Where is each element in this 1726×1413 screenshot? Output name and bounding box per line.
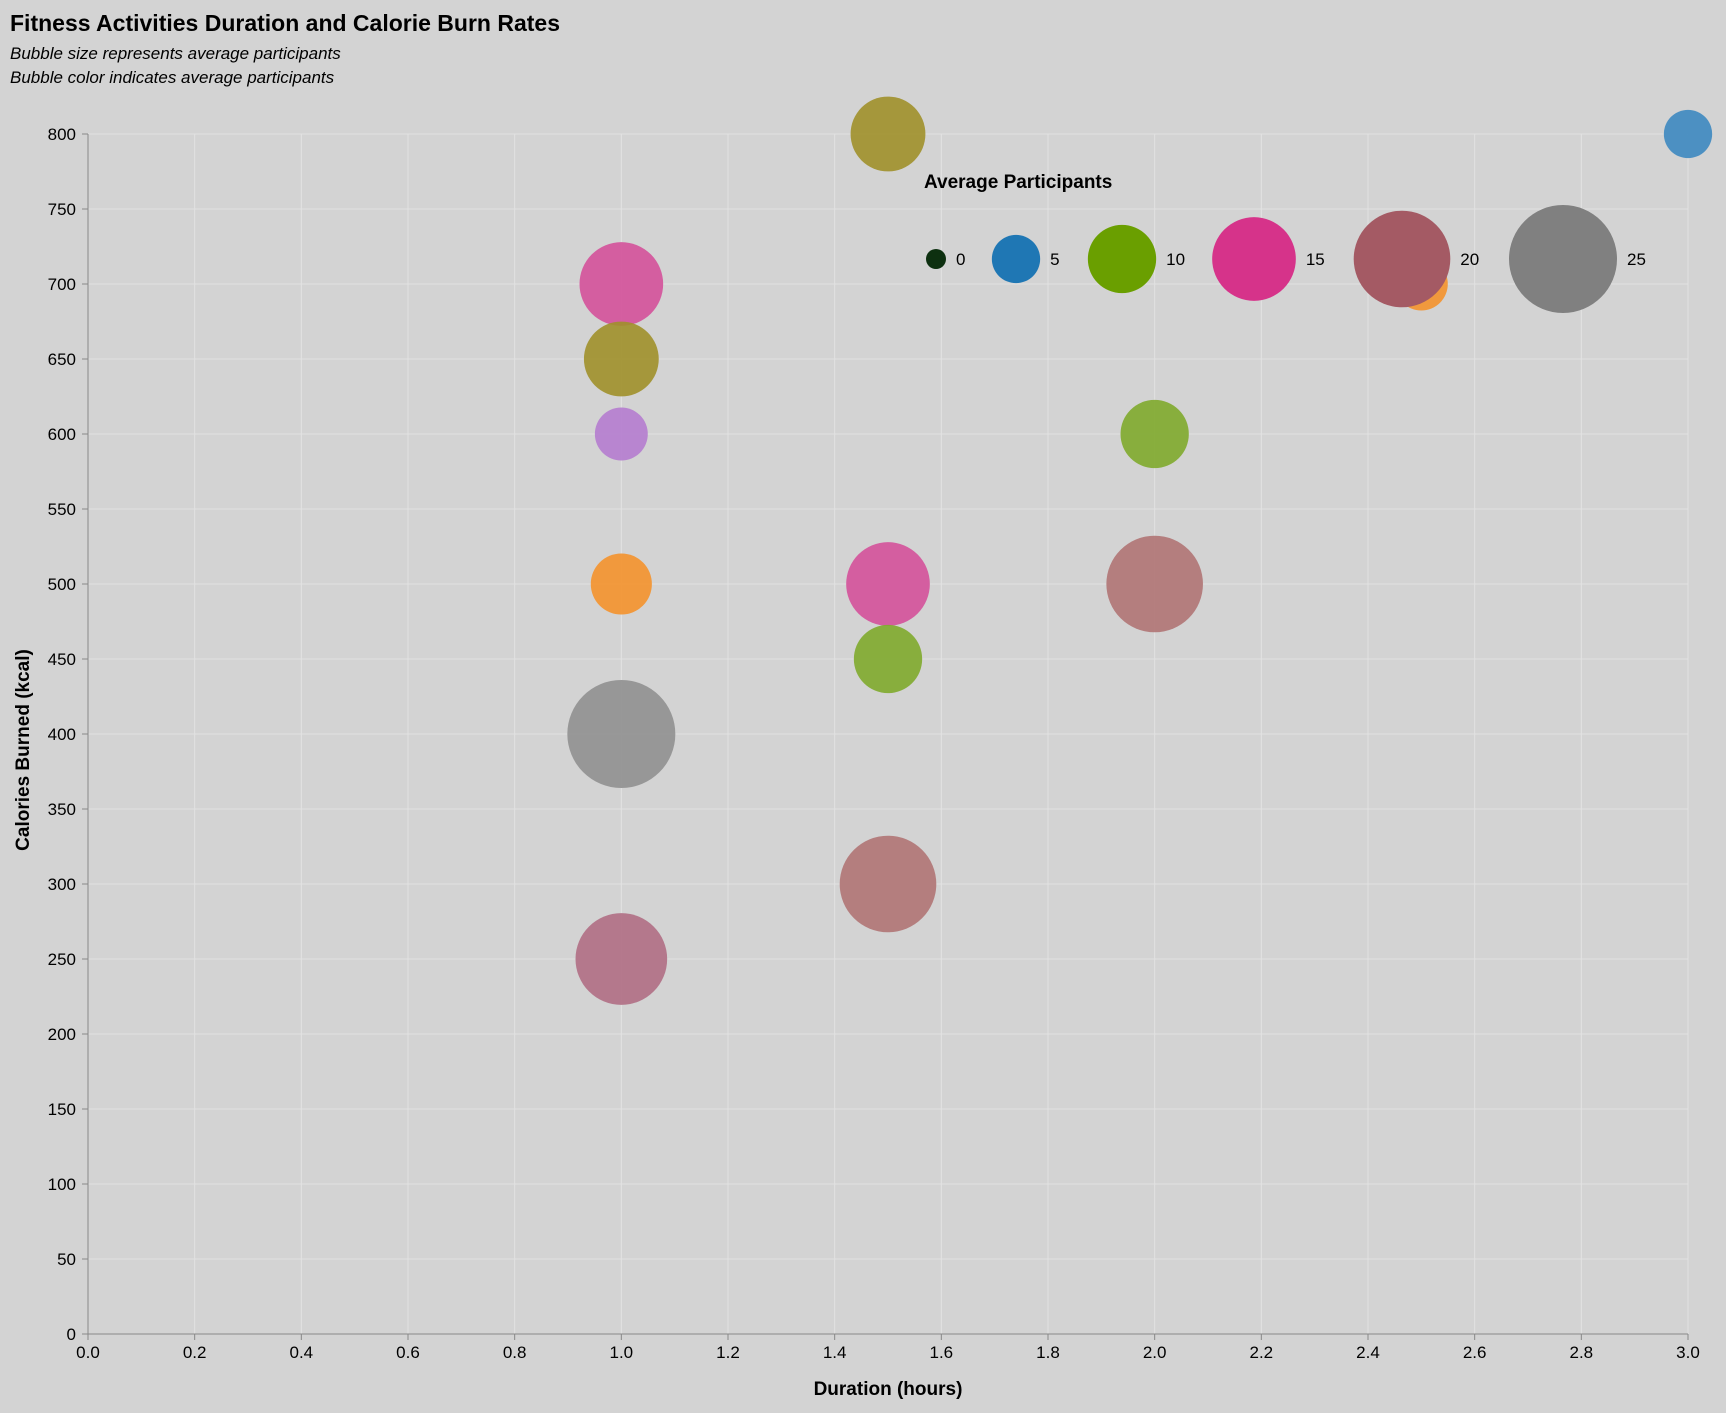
- chart-subtitle-size: Bubble size represents average participa…: [10, 44, 341, 63]
- chart-title: Fitness Activities Duration and Calorie …: [10, 10, 560, 36]
- axes: 0.0 0.2 0.4 0.6 0.8 1.0 1.2 1.4 1.6 1.8 2.0 2.2 2.4 2…: [48, 125, 1700, 1362]
- y-tick-label: 50: [57, 1250, 76, 1269]
- legend-symbol: [1353, 210, 1451, 308]
- y-tick-label: 200: [48, 1025, 76, 1044]
- x-tick-label: 0.8: [503, 1343, 527, 1362]
- bubble-point[interactable]: [590, 553, 652, 615]
- x-tick-label: 2.0: [1143, 1343, 1167, 1362]
- bubble-point[interactable]: [594, 407, 648, 461]
- x-tick-label: 1.0: [610, 1343, 634, 1362]
- x-tick-label: 2.2: [1250, 1343, 1274, 1362]
- y-tick-label: 100: [48, 1175, 76, 1194]
- y-tick-label: 500: [48, 575, 76, 594]
- bubble-point[interactable]: [1120, 399, 1189, 469]
- legend-symbol: [1087, 224, 1157, 294]
- bubble-point[interactable]: [839, 835, 937, 933]
- bubble-point[interactable]: [567, 680, 676, 788]
- legend-symbol: [926, 249, 946, 269]
- x-tick-label: 2.6: [1463, 1343, 1487, 1362]
- y-axis-title: Calories Burned (kcal): [13, 649, 34, 851]
- x-tick-label: 0.0: [76, 1343, 100, 1362]
- y-tick-label: 800: [48, 125, 76, 144]
- x-tick-label: 0.6: [396, 1343, 420, 1362]
- legend-title: Average Participants: [924, 172, 1112, 193]
- legend-symbol: [1212, 217, 1296, 301]
- bubble-point[interactable]: [1663, 109, 1713, 159]
- y-tick-label: 350: [48, 800, 76, 819]
- bubble-point[interactable]: [846, 542, 930, 626]
- chart-subtitle-color: Bubble color indicates average participa…: [10, 68, 335, 87]
- x-tick-label: 1.8: [1036, 1343, 1060, 1362]
- x-axis-title: Duration (hours): [814, 1379, 963, 1400]
- legend-label: 10: [1166, 250, 1185, 269]
- x-tick-label: 1.4: [823, 1343, 847, 1362]
- legend-label: 25: [1627, 250, 1646, 269]
- legend-symbol: [991, 234, 1041, 284]
- legend: Average Participants 0 5 10 15 20 25: [924, 172, 1646, 313]
- x-tick-label: 2.4: [1356, 1343, 1380, 1362]
- bubble-point[interactable]: [853, 624, 923, 694]
- legend-label: 0: [956, 250, 965, 269]
- legend-symbol: [1509, 205, 1617, 313]
- x-tick-label: 2.8: [1570, 1343, 1594, 1362]
- bubble-point[interactable]: [850, 96, 926, 172]
- x-tick-label: 1.6: [930, 1343, 954, 1362]
- y-tick-label: 650: [48, 350, 76, 369]
- x-tick-label: 0.2: [183, 1343, 207, 1362]
- y-tick-label: 150: [48, 1100, 76, 1119]
- gridlines: [87, 133, 1689, 1335]
- legend-label: 5: [1050, 250, 1059, 269]
- x-tick-label: 1.2: [716, 1343, 740, 1362]
- x-tick-label: 3.0: [1676, 1343, 1700, 1362]
- y-tick-label: 250: [48, 950, 76, 969]
- bubble-point[interactable]: [583, 321, 659, 397]
- bubble-point[interactable]: [575, 913, 668, 1005]
- bubbles: [567, 96, 1713, 1005]
- y-tick-label: 600: [48, 425, 76, 444]
- y-tick-label: 450: [48, 650, 76, 669]
- bubble-point[interactable]: [1106, 535, 1203, 633]
- y-tick-label: 0: [67, 1325, 76, 1344]
- y-tick-label: 700: [48, 275, 76, 294]
- y-tick-label: 300: [48, 875, 76, 894]
- x-tick-label: 0.4: [290, 1343, 314, 1362]
- legend-label: 15: [1306, 250, 1325, 269]
- y-tick-label: 750: [48, 200, 76, 219]
- bubble-point[interactable]: [579, 242, 664, 326]
- legend-label: 20: [1460, 250, 1479, 269]
- y-tick-label: 550: [48, 500, 76, 519]
- y-tick-label: 400: [48, 725, 76, 744]
